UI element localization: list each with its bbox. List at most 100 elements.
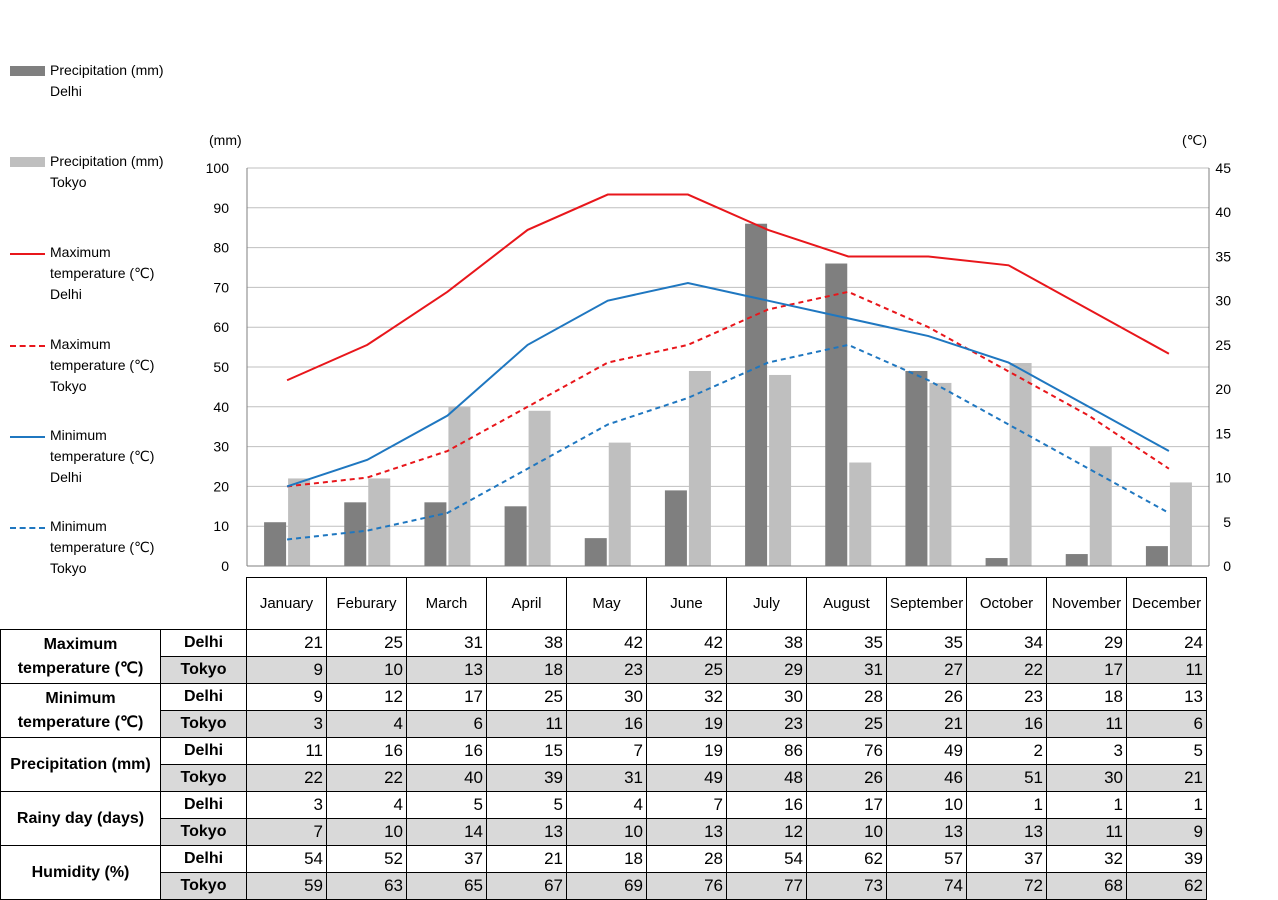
table-cell: 35 — [886, 629, 967, 657]
table-cell: 13 — [886, 818, 967, 846]
table-cell: 7 — [646, 791, 727, 819]
legend-label: Precipitation (mm) Delhi — [50, 62, 164, 99]
precip-bar — [905, 370, 928, 566]
month-header: September — [886, 577, 967, 630]
table-cell: 4 — [326, 791, 407, 819]
legend-label: Minimum temperature (℃) Tokyo — [50, 518, 155, 576]
temperature-line — [286, 290, 1170, 488]
table-cell: 18 — [486, 656, 567, 684]
table-cell: 10 — [326, 656, 407, 684]
y-right-tick-label: 20 — [1215, 381, 1231, 397]
table-cell: 29 — [726, 656, 807, 684]
table-cell: 73 — [806, 872, 887, 900]
table-row: Tokyo 9 10 13 18 23 25 29 31 27 22 17 11 — [1, 656, 1207, 684]
precip-bar — [528, 410, 551, 566]
table-cell: 13 — [406, 656, 487, 684]
table-cell: 23 — [726, 710, 807, 738]
table-cell: 28 — [806, 683, 887, 711]
precip-bar — [929, 382, 952, 566]
table-cell: 22 — [246, 764, 327, 792]
precip-bar — [584, 538, 607, 566]
month-header: January — [246, 577, 327, 630]
y-left-tick-label: 50 — [213, 359, 229, 375]
y-left-tick-label: 70 — [213, 279, 229, 295]
table-cell: 37 — [406, 845, 487, 873]
table-cell: 31 — [806, 656, 887, 684]
table-cell: 28 — [646, 845, 727, 873]
precip-bar — [504, 506, 527, 566]
y-left-tick-label: 30 — [213, 439, 229, 455]
y-left-tick-label: 0 — [221, 558, 229, 574]
table-cell: 40 — [406, 764, 487, 792]
table-cell: 17 — [806, 791, 887, 819]
table-cell: 17 — [1046, 656, 1127, 684]
table-cell: 29 — [1046, 629, 1127, 657]
table-cell: 13 — [486, 818, 567, 846]
precip-bar — [288, 478, 311, 566]
table-cell: 7 — [246, 818, 327, 846]
table-cell: 16 — [966, 710, 1047, 738]
table-cell: 1 — [1126, 791, 1207, 819]
table-cell: 49 — [646, 764, 727, 792]
table-cell: 4 — [566, 791, 647, 819]
table-cell: 65 — [406, 872, 487, 900]
table-cell: 6 — [406, 710, 487, 738]
y-right-tick-label: 5 — [1223, 514, 1231, 530]
table-cell: 11 — [1126, 656, 1207, 684]
y-left-tick-label: 100 — [206, 160, 230, 176]
month-header: Feburary — [326, 577, 407, 630]
table-cell: 4 — [326, 710, 407, 738]
row-group-label: Maximum temperature (℃) — [0, 629, 161, 684]
y-left-tick-label: 40 — [213, 399, 229, 415]
city-label: Tokyo — [160, 710, 247, 738]
legend-line-swatch — [10, 527, 45, 529]
table-cell: 5 — [1126, 737, 1207, 765]
table-cell: 17 — [406, 683, 487, 711]
precip-bar — [745, 223, 768, 566]
table-cell: 10 — [326, 818, 407, 846]
city-label: Tokyo — [160, 818, 247, 846]
table-cell: 11 — [1046, 710, 1127, 738]
month-header: March — [406, 577, 487, 630]
y-left-axis-label: (mm) — [209, 132, 242, 148]
table-corner — [1, 578, 247, 630]
y-left-tick-label: 20 — [213, 478, 229, 494]
table-cell: 49 — [886, 737, 967, 765]
table-row: Tokyo 22 22 40 39 31 49 48 26 46 51 30 21 — [1, 764, 1207, 792]
city-label: Delhi — [160, 845, 247, 873]
y-right-axis-label: (℃) — [1182, 132, 1207, 148]
table-cell: 38 — [726, 629, 807, 657]
climate-chart: 0 10 20 30 40 50 60 70 80 90 100 0 5 10 15 20 25 30 35 40 45… — [206, 132, 1232, 574]
precip-bar — [448, 406, 471, 566]
table-cell: 54 — [726, 845, 807, 873]
table-row: Tokyo 59 63 65 67 69 76 77 73 74 72 68 62 — [1, 872, 1207, 900]
table-cell: 32 — [646, 683, 727, 711]
table-cell: 30 — [1046, 764, 1127, 792]
table-cell: 19 — [646, 710, 727, 738]
legend-line-swatch — [10, 345, 45, 347]
table-row: Precipitation (mm) Delhi 11 16 16 15 7 19 86 76 49… — [0, 737, 1207, 792]
table-cell: 21 — [1126, 764, 1207, 792]
precip-bar — [1169, 482, 1192, 566]
precip-bar — [825, 263, 848, 566]
table-cell: 63 — [326, 872, 407, 900]
y-left-tick-label: 80 — [213, 240, 229, 256]
table-cell: 18 — [566, 845, 647, 873]
table-row: Minimum temperature (℃) Delhi 9 12 17 25 30 32 3… — [0, 683, 1207, 738]
precip-bar — [688, 370, 711, 566]
precip-bar — [368, 478, 391, 566]
table-cell: 25 — [806, 710, 887, 738]
row-group-label: Precipitation (mm) — [0, 737, 161, 792]
y-right-tick-label: 0 — [1223, 558, 1231, 574]
table-cell: 10 — [566, 818, 647, 846]
precip-bar — [608, 442, 631, 566]
y-right-tick-label: 45 — [1215, 160, 1231, 176]
y-right-tick-label: 30 — [1215, 293, 1231, 309]
climate-table: January Feburary March April May June July Augu… — [0, 577, 1207, 900]
legend-line-swatch — [10, 253, 45, 255]
table-cell: 3 — [246, 710, 327, 738]
table-cell: 12 — [726, 818, 807, 846]
row-group-label: Humidity (%) — [0, 845, 161, 900]
table-cell: 9 — [246, 683, 327, 711]
table-cell: 10 — [886, 791, 967, 819]
